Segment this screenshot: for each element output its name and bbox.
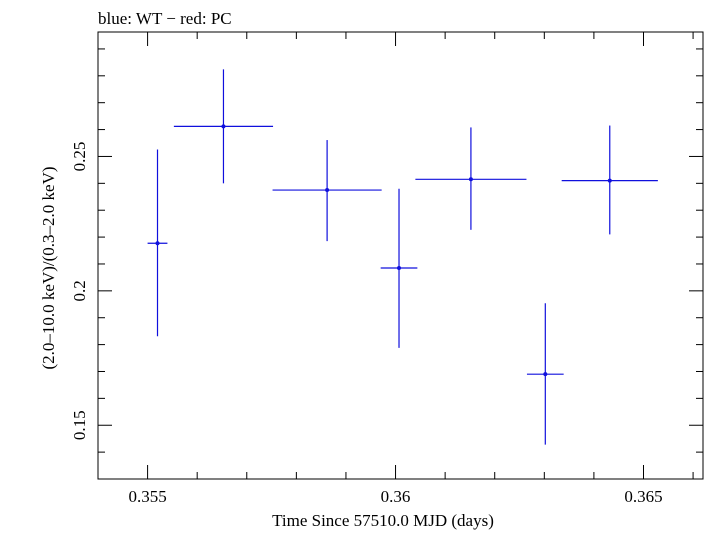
data-point: [147, 149, 168, 337]
plot-frame: [97, 31, 704, 480]
data-point: [415, 127, 527, 230]
data-point: [561, 125, 658, 235]
series-wt: [147, 69, 658, 445]
chart-title: blue: WT − red: PC: [98, 9, 232, 28]
y-tick-label: 0.15: [70, 410, 89, 440]
point-marker: [607, 178, 612, 183]
y-axis-label: (2.0–10.0 keV)/(0.3–2.0 keV): [39, 166, 58, 369]
data-point: [272, 140, 382, 242]
x-tick-label: 0.355: [128, 487, 166, 506]
point-marker: [468, 177, 473, 182]
y-axis-tick-labels: 0.15 0.2 0.25: [70, 142, 89, 441]
x-axis-ticks: [97, 32, 694, 479]
point-marker: [221, 124, 226, 129]
x-tick-label: 0.36: [381, 487, 411, 506]
y-tick-label: 0.25: [70, 142, 89, 172]
y-tick-label: 0.2: [70, 280, 89, 301]
x-axis-label: Time Since 57510.0 MJD (days): [272, 511, 494, 530]
x-tick-label: 0.365: [624, 487, 662, 506]
data-point: [173, 69, 274, 184]
y-axis-ticks: [98, 48, 703, 480]
point-marker: [397, 265, 402, 270]
point-marker: [325, 188, 330, 193]
point-marker: [155, 241, 160, 246]
data-point: [526, 303, 564, 445]
data-point: [380, 188, 418, 348]
point-marker: [543, 372, 548, 377]
x-axis-tick-labels: 0.355 0.36 0.365: [128, 487, 662, 506]
